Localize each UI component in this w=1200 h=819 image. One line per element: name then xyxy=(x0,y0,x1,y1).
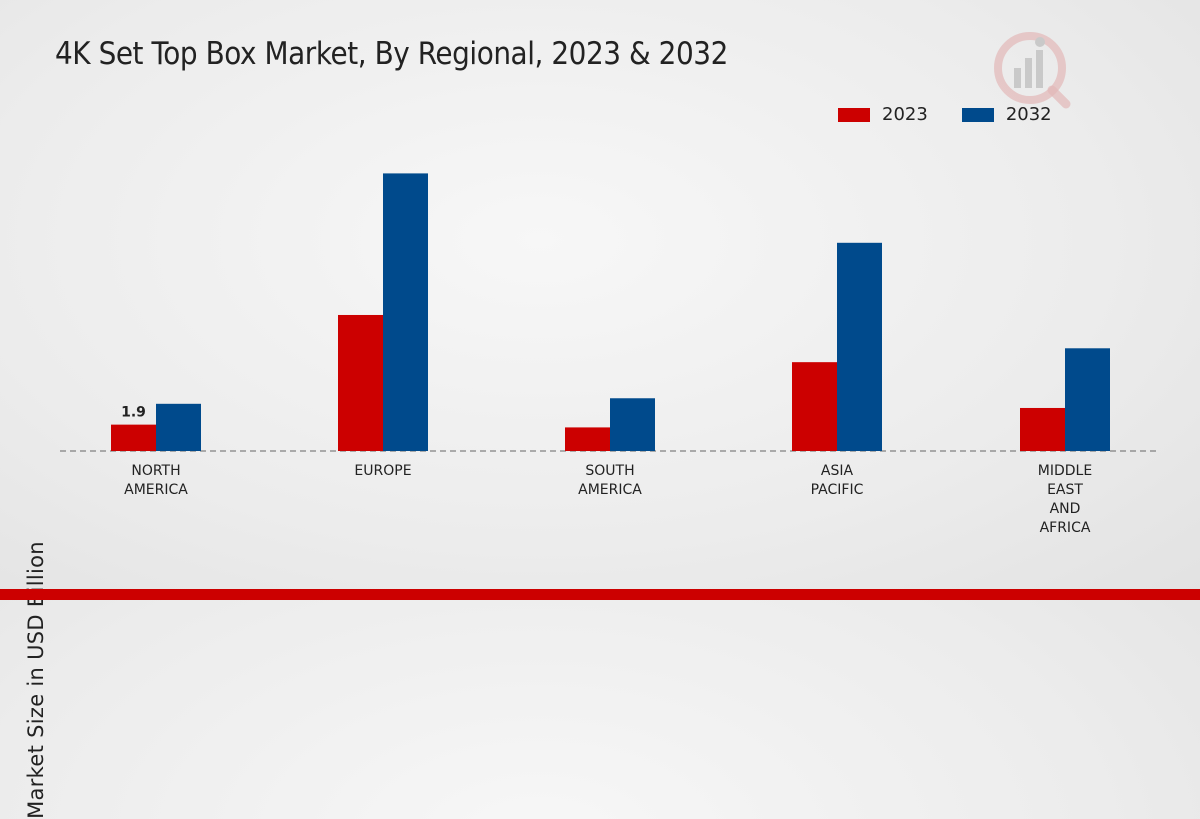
x-tick-label: AND xyxy=(1050,501,1081,517)
x-tick-label: EAST xyxy=(1047,482,1083,498)
legend-label-2032: 2032 xyxy=(1005,104,1052,125)
x-tick-label: MIDDLE xyxy=(1038,463,1092,479)
chart-title: 4K Set Top Box Market, By Regional, 2023… xyxy=(55,36,728,72)
legend-swatch-2032 xyxy=(961,107,994,122)
legend-item-2023: 2023 xyxy=(838,104,928,125)
bar-2023-europe xyxy=(338,314,383,451)
chart-area: NORTH AMERICA EUROPE SOUTH AMERICA ASIA PACIFI… xyxy=(60,173,1160,536)
legend-swatch-2023 xyxy=(838,107,870,122)
data-label: 1.9 xyxy=(121,405,146,421)
bar-2032-south-america xyxy=(610,398,655,451)
x-tick-label: AFRICA xyxy=(1040,520,1091,536)
bar-2032-north-america xyxy=(156,403,201,451)
legend-item-2032: 2032 xyxy=(961,104,1052,125)
x-tick-label: AMERICA xyxy=(124,482,188,498)
bar-2023-north-america xyxy=(111,424,156,451)
bottom-accent-bar xyxy=(0,589,1200,600)
x-tick-label: EUROPE xyxy=(354,463,411,479)
bar-2023-middle-east-and-africa xyxy=(1020,407,1065,451)
x-tick-label: PACIFIC xyxy=(811,482,864,498)
bar-2023-asia-pacific xyxy=(792,362,837,451)
bar-2032-europe xyxy=(383,173,428,451)
legend-label-2023: 2023 xyxy=(882,104,928,125)
x-tick-label: ASIA xyxy=(821,463,854,479)
bar-2023-south-america xyxy=(565,427,610,451)
legend: 2023 2032 xyxy=(838,104,1086,125)
x-tick-label: NORTH xyxy=(131,463,180,479)
x-tick-label: SOUTH xyxy=(585,463,634,479)
bar-2032-middle-east-and-africa xyxy=(1065,348,1110,451)
bar-2032-asia-pacific xyxy=(837,242,882,451)
watermark-logo-icon xyxy=(994,32,1071,109)
x-tick-label: AMERICA xyxy=(578,482,642,498)
